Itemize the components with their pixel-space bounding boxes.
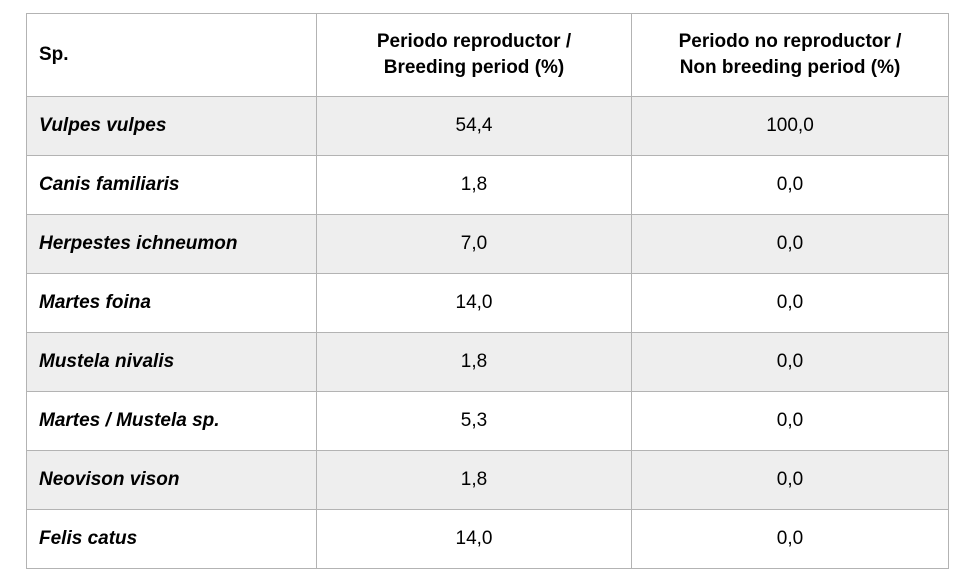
non-breeding-value-cell: 0,0 [631,509,949,569]
breeding-value-cell: 1,8 [316,155,632,215]
table-row: Mustela nivalis 1,8 0,0 [26,332,949,392]
non-breeding-value-cell: 0,0 [631,273,949,333]
col-header-non-breeding: Periodo no reproductor / Non breeding pe… [631,13,949,97]
breeding-value-cell: 14,0 [316,509,632,569]
species-name-cell: Martes / Mustela sp. [26,391,317,451]
non-breeding-value-cell: 0,0 [631,214,949,274]
breeding-value-cell: 1,8 [316,332,632,392]
species-name-cell: Neovison vison [26,450,317,510]
breeding-value-cell: 54,4 [316,96,632,156]
col-header-species: Sp. [26,13,317,97]
table-row: Vulpes vulpes 54,4 100,0 [26,96,949,156]
table-row: Herpestes ichneumon 7,0 0,0 [26,214,949,274]
non-breeding-value-cell: 0,0 [631,450,949,510]
species-name-cell: Martes foina [26,273,317,333]
non-breeding-value-cell: 0,0 [631,332,949,392]
species-name-cell: Felis catus [26,509,317,569]
header-row: Sp. Periodo reproductor / Breeding perio… [26,13,949,97]
table-row: Canis familiaris 1,8 0,0 [26,155,949,215]
species-name-cell: Canis familiaris [26,155,317,215]
breeding-value-cell: 1,8 [316,450,632,510]
species-table: Sp. Periodo reproductor / Breeding perio… [26,13,949,569]
col-header-breeding: Periodo reproductor / Breeding period (%… [316,13,632,97]
non-breeding-value-cell: 0,0 [631,155,949,215]
species-name-cell: Mustela nivalis [26,332,317,392]
table-row: Felis catus 14,0 0,0 [26,509,949,569]
breeding-value-cell: 5,3 [316,391,632,451]
non-breeding-value-cell: 0,0 [631,391,949,451]
table-row: Neovison vison 1,8 0,0 [26,450,949,510]
breeding-value-cell: 7,0 [316,214,632,274]
table-row: Martes foina 14,0 0,0 [26,273,949,333]
species-name-cell: Herpestes ichneumon [26,214,317,274]
table-row: Martes / Mustela sp. 5,3 0,0 [26,391,949,451]
non-breeding-value-cell: 100,0 [631,96,949,156]
breeding-value-cell: 14,0 [316,273,632,333]
species-name-cell: Vulpes vulpes [26,96,317,156]
